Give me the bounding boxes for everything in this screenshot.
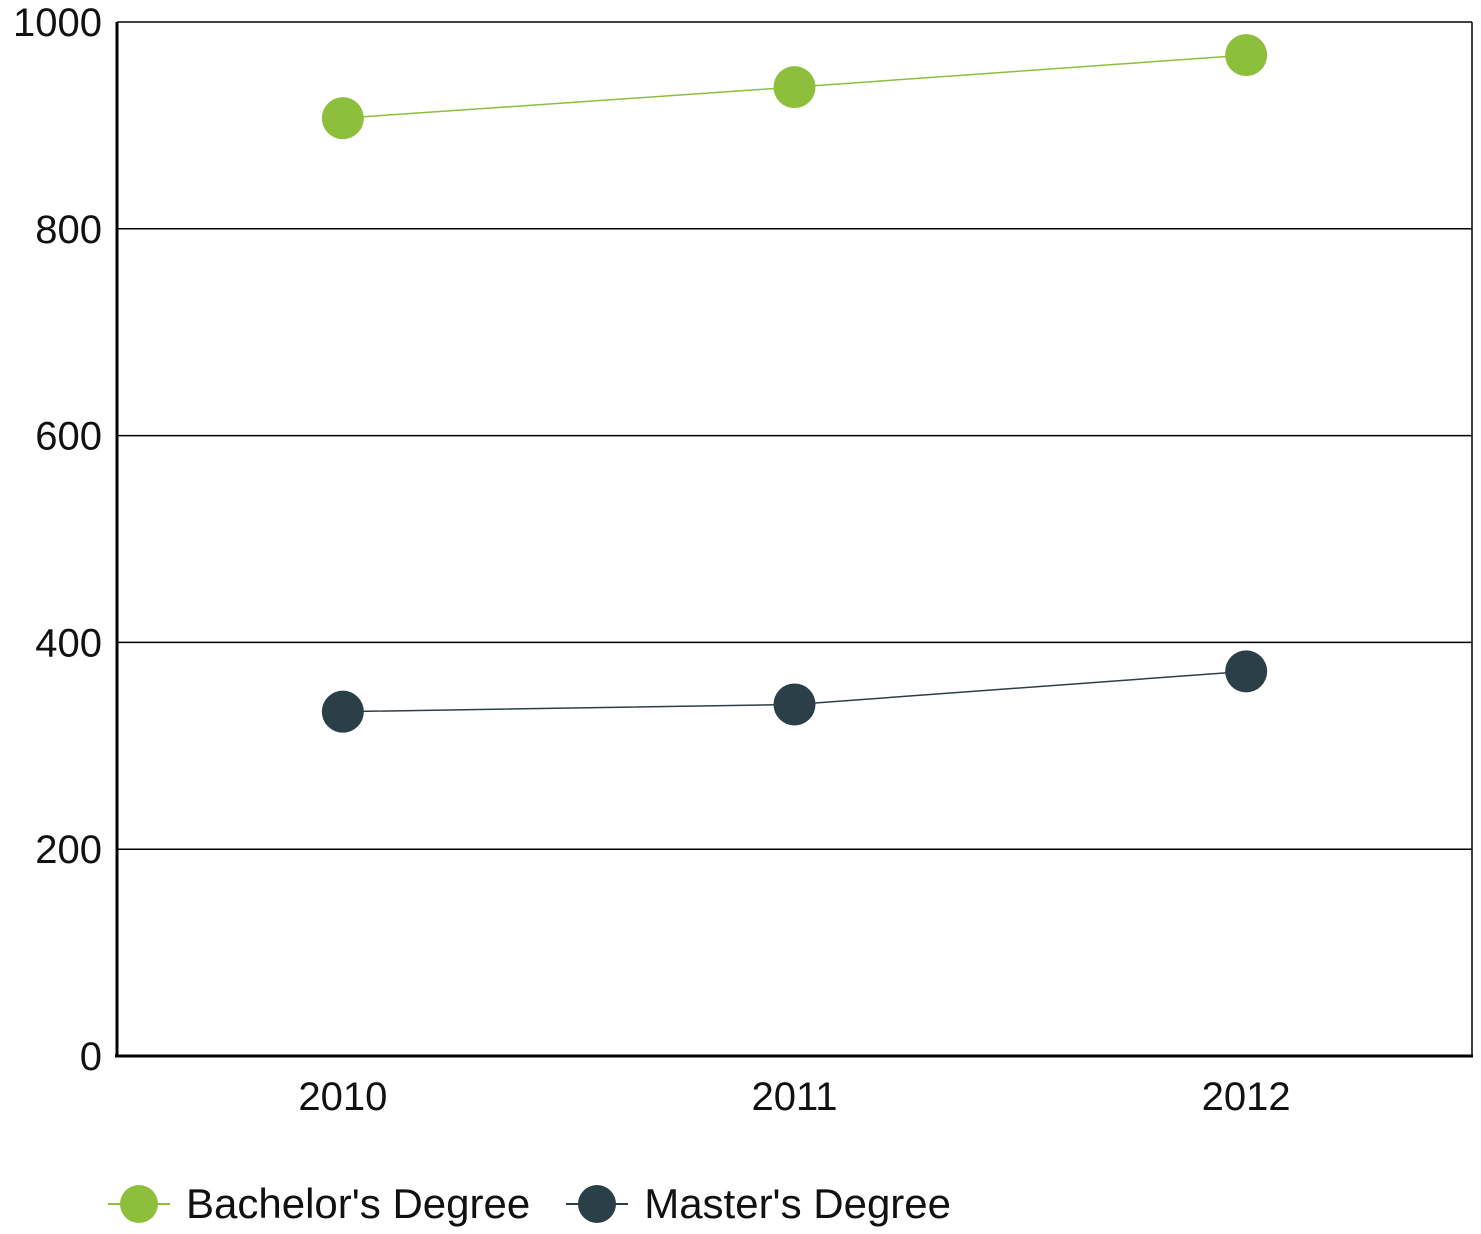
axes: [115, 22, 1473, 1058]
legend-item-masters: Master's Degree: [566, 1180, 951, 1228]
data-point-1-2012: [1225, 650, 1268, 693]
y-tick-label-1000: 1000: [13, 1, 102, 45]
legend-label-bachelors: Bachelor's Degree: [186, 1180, 531, 1227]
x-tick-label-2010: 2010: [298, 1075, 387, 1119]
y-tick-label-400: 400: [35, 621, 102, 665]
x-tick-label-2011: 2011: [751, 1075, 837, 1119]
data-point-1-2010: [321, 690, 364, 733]
y-tick-label-600: 600: [35, 415, 102, 459]
series-group: [321, 34, 1268, 733]
legend-label-masters: Master's Degree: [644, 1180, 951, 1227]
y-tick-label-800: 800: [35, 208, 102, 252]
legend-swatch-masters: [566, 1184, 629, 1224]
legend-swatch-bachelors: [108, 1184, 170, 1224]
y-tick-labels: 0 200 400 600 800 1000: [13, 1, 102, 1079]
legend-item-bachelors: Bachelor's Degree: [108, 1180, 530, 1228]
x-tick-label-2012: 2012: [1202, 1075, 1291, 1119]
data-point-0-2010: [321, 97, 364, 140]
data-point-0-2011: [773, 66, 816, 109]
data-point-0-2012: [1225, 34, 1268, 77]
gridlines: [117, 21, 1472, 850]
line-chart: 0 200 400 600 800 1000 2010 2011 2012: [13, 1, 1473, 1119]
data-point-1-2011: [773, 683, 816, 726]
legend: Bachelor's Degree Master's Degree: [108, 1180, 987, 1228]
y-tick-label-200: 200: [35, 828, 102, 872]
y-tick-label-0: 0: [80, 1035, 102, 1079]
x-tick-labels: 2010 2011 2012: [298, 1075, 1290, 1119]
